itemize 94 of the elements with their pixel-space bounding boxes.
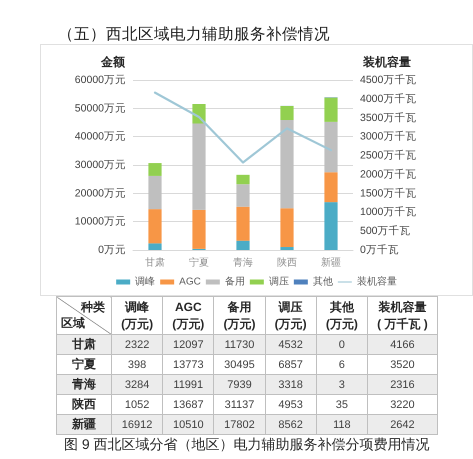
series-label: 备用 (万元) bbox=[214, 296, 266, 334]
y-tick-label: 20000万元 bbox=[74, 187, 126, 200]
data-label: 30495 bbox=[214, 354, 266, 374]
data-label: 16912 bbox=[112, 414, 163, 434]
bar bbox=[280, 106, 294, 120]
y-tick-label: 40000万元 bbox=[74, 130, 126, 143]
data-label: 4532 bbox=[265, 334, 316, 354]
data-label: 11730 bbox=[214, 334, 266, 354]
data-label: 6857 bbox=[265, 354, 316, 374]
line-series bbox=[154, 92, 332, 164]
bar bbox=[280, 247, 294, 250]
data-label: 3318 bbox=[265, 374, 316, 394]
data-label: 35 bbox=[316, 394, 368, 414]
data-label: 2322 bbox=[112, 334, 163, 354]
x-tick-label: 新疆 bbox=[321, 256, 341, 268]
data-label: 6 bbox=[316, 354, 368, 374]
y2-tick-label: 3000万千瓦 bbox=[360, 130, 416, 143]
bar bbox=[192, 210, 206, 249]
legend-label: 其他 bbox=[312, 276, 333, 288]
data-label: 17802 bbox=[214, 414, 266, 434]
data-label: 118 bbox=[316, 414, 368, 434]
series-label: 调压 (万元) bbox=[265, 296, 316, 334]
data-label: 3520 bbox=[367, 354, 438, 374]
y-axis-title: 金额 bbox=[100, 55, 126, 69]
data-label: 31137 bbox=[214, 394, 266, 414]
data-label: 3220 bbox=[367, 394, 438, 414]
bar bbox=[280, 208, 294, 248]
data-label: 8562 bbox=[265, 414, 316, 434]
y2-tick-label: 0万千瓦 bbox=[360, 243, 399, 256]
series-label: 调峰 (万元) bbox=[112, 296, 163, 334]
y-tick-label: 30000万元 bbox=[74, 159, 126, 171]
chart-title: （五）西北区域电力辅助服务补偿情况 bbox=[58, 25, 330, 45]
y2-tick-label: 1500万千瓦 bbox=[360, 186, 416, 200]
bar bbox=[236, 240, 250, 250]
data-label: 1052 bbox=[112, 394, 163, 414]
data-label: 13773 bbox=[162, 354, 214, 374]
legend-label: 调压 bbox=[268, 276, 289, 288]
bar bbox=[236, 174, 250, 184]
y-tick-label: 10000万元 bbox=[74, 216, 126, 228]
data-label: 11991 bbox=[162, 374, 214, 394]
legend-label: 装机容量 bbox=[356, 276, 397, 288]
category-label: 宁夏 bbox=[56, 354, 112, 374]
bar bbox=[324, 98, 338, 122]
y-tick-label: 50000万元 bbox=[74, 102, 126, 114]
y2-axis-title: 装机容量 bbox=[362, 55, 411, 69]
y2-tick-label: 2000万千瓦 bbox=[360, 167, 416, 180]
bar bbox=[148, 209, 162, 244]
bar bbox=[148, 243, 162, 250]
bar bbox=[148, 176, 162, 210]
data-label: 10510 bbox=[162, 414, 214, 434]
y-tick-label: 60000万元 bbox=[74, 74, 126, 86]
series-label: 其他 (万元) bbox=[316, 296, 368, 334]
y2-tick-label: 500万千瓦 bbox=[360, 224, 411, 238]
bar bbox=[324, 172, 338, 202]
y2-tick-label: 1000万千瓦 bbox=[360, 205, 416, 218]
legend-label: AGC bbox=[179, 276, 201, 288]
x-tick-label: 陕西 bbox=[277, 256, 297, 268]
category-label: 陕西 bbox=[56, 394, 112, 414]
category-label: 甘肃 bbox=[56, 334, 112, 354]
bar bbox=[324, 122, 338, 172]
x-tick-label: 宁夏 bbox=[189, 256, 209, 268]
y-tick-label: 0万元 bbox=[98, 244, 126, 256]
category-label: 新疆 bbox=[56, 414, 112, 434]
data-label: 4953 bbox=[265, 394, 316, 414]
bar bbox=[148, 163, 162, 176]
caption: 图 9 西北区域分省（地区）电力辅助服务补偿分项费用情况 bbox=[64, 436, 430, 454]
data-label: 2642 bbox=[367, 414, 438, 434]
bar bbox=[192, 123, 206, 210]
y2-tick-label: 3500万千瓦 bbox=[360, 110, 416, 124]
data-label: 7939 bbox=[214, 374, 266, 394]
bar bbox=[236, 206, 250, 241]
data-label: 3 bbox=[316, 374, 368, 394]
bar bbox=[324, 202, 338, 250]
category-label: 青海 bbox=[56, 374, 112, 394]
y2-tick-label: 4000万千瓦 bbox=[360, 92, 416, 105]
data-label: 2316 bbox=[367, 374, 438, 394]
text: 区域 bbox=[61, 315, 85, 332]
legend-label: 调峰 bbox=[135, 276, 156, 288]
bar bbox=[236, 184, 250, 207]
data-label: 398 bbox=[112, 354, 163, 374]
data-label: 3284 bbox=[112, 374, 163, 394]
x-tick-label: 甘肃 bbox=[145, 256, 165, 268]
data-label: 12097 bbox=[162, 334, 214, 354]
text: 种类 bbox=[81, 299, 105, 316]
data-label: 13687 bbox=[162, 394, 214, 414]
bar bbox=[280, 120, 294, 208]
series-label: AGC (万元) bbox=[162, 296, 214, 334]
data-label: 0 bbox=[316, 334, 368, 354]
y2-tick-label: 2500万千瓦 bbox=[360, 148, 416, 162]
series-label: 装机容量 ( 万千瓦 ) bbox=[367, 296, 438, 334]
data-label: 4166 bbox=[367, 334, 438, 354]
y2-tick-label: 4500万千瓦 bbox=[360, 73, 416, 86]
x-tick-label: 青海 bbox=[233, 256, 253, 268]
legend-label: 备用 bbox=[224, 276, 245, 288]
